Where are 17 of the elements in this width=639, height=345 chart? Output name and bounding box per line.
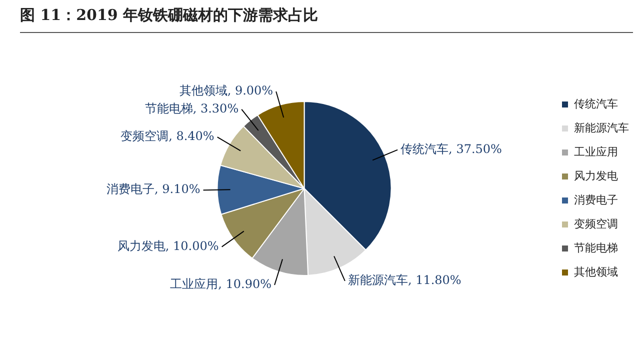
chart-title: 图 11：2019 年钕铁硼磁材的下游需求占比 (20, 6, 318, 25)
data-label: 新能源汽车, 11.80% (348, 273, 462, 288)
data-label: 变频空调, 8.40% (120, 129, 214, 144)
legend-label: 传统汽车 (574, 97, 618, 110)
legend-label: 消费电子 (574, 193, 618, 206)
data-label: 其他领域, 9.00% (179, 84, 274, 98)
data-label: 消费电子, 9.10% (106, 182, 200, 196)
data-label: 传统汽车, 37.50% (400, 142, 502, 156)
data-label: 节能电梯, 3.30% (144, 101, 239, 116)
legend-label: 节能电梯 (574, 241, 618, 254)
legend-label: 变频空调 (574, 217, 618, 230)
legend-label: 工业应用 (574, 145, 618, 158)
legend-label: 其他领域 (574, 265, 618, 278)
legend-label: 新能源汽车 (574, 121, 629, 134)
legend-label: 风力发电 (574, 169, 618, 182)
data-label: 工业应用, 10.90% (170, 277, 272, 292)
data-label: 风力发电, 10.00% (117, 238, 219, 253)
